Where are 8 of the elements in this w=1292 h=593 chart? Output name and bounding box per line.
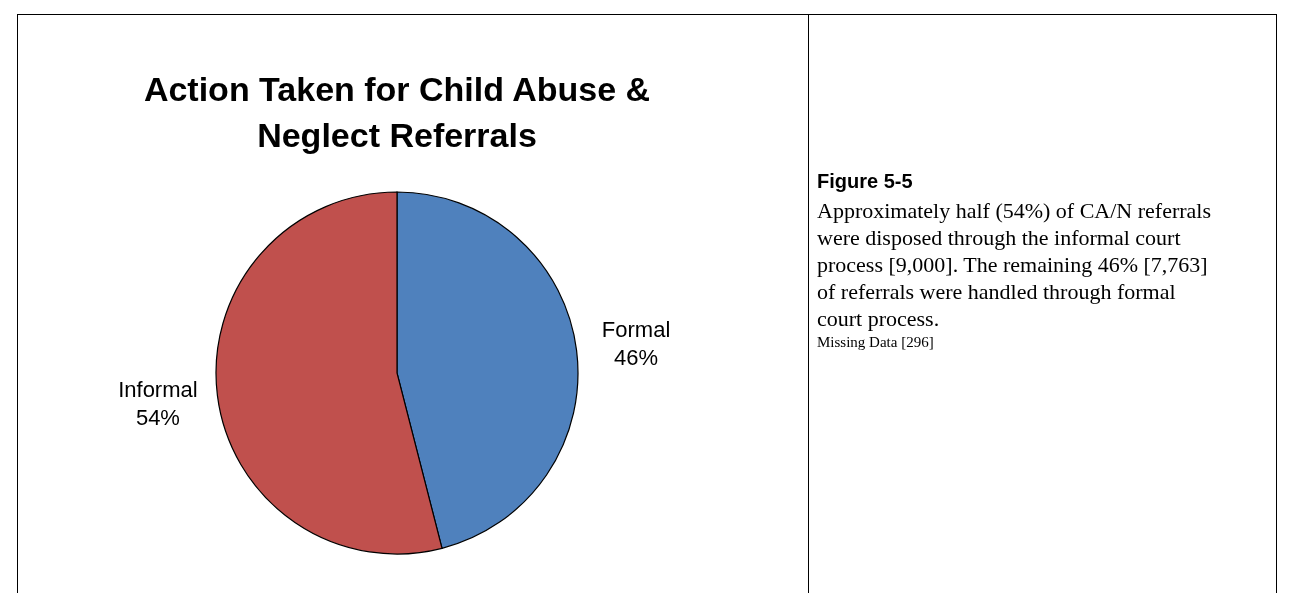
data-label: 46% <box>614 344 659 370</box>
data-label: 54% <box>135 405 180 431</box>
slice-label: Informal <box>118 377 198 403</box>
caption: Figure 5-5 <box>817 170 914 193</box>
chart-title: Action Taken for Child Abuse & Neglect Referrals <box>142 69 652 156</box>
text: Missing Data [296] <box>817 334 935 351</box>
slice-label: Formal <box>601 316 671 342</box>
text: Approximately half (54%) of CA/N referrals were disposed through the informal court process [9,000]. The remaining 46% [7,763] of referrals were handled through formal court process. <box>817 197 1213 332</box>
